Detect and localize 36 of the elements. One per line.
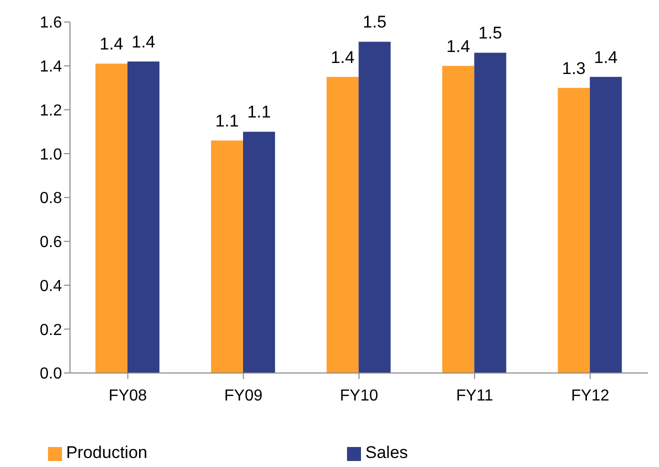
bar xyxy=(590,76,622,373)
bar xyxy=(127,61,160,373)
bar xyxy=(326,76,359,373)
data-label: 1.4 xyxy=(132,32,156,52)
x-tick-label: FY10 xyxy=(340,387,378,404)
data-label: 1.4 xyxy=(446,36,470,56)
x-tick-label: FY09 xyxy=(224,387,263,404)
data-label: 1.5 xyxy=(362,12,386,32)
legend-label: Sales xyxy=(365,443,408,462)
y-tick-label: 1.4 xyxy=(40,58,62,76)
x-tick-label: FY08 xyxy=(108,387,148,404)
bar xyxy=(558,88,590,373)
data-label: 1.4 xyxy=(100,34,124,54)
x-tick-label: FY12 xyxy=(571,387,610,404)
y-tick-label: 1.0 xyxy=(40,146,62,164)
legend-label: Production xyxy=(66,443,148,462)
bar xyxy=(211,140,244,373)
data-label: 1.4 xyxy=(594,48,618,67)
y-tick-label: 0.0 xyxy=(40,366,62,383)
bar xyxy=(358,42,391,373)
data-label: 1.4 xyxy=(330,48,354,67)
data-label: 1.3 xyxy=(562,58,586,78)
y-tick-label: 0.4 xyxy=(40,278,62,295)
y-tick-label: 0.6 xyxy=(40,234,62,252)
bar xyxy=(442,66,474,373)
data-label: 1.5 xyxy=(478,24,502,43)
y-tick-label: 1.6 xyxy=(40,14,62,32)
x-tick-label: FY11 xyxy=(456,387,494,404)
data-label: 1.1 xyxy=(215,111,239,130)
y-tick-label: 0.2 xyxy=(40,322,62,339)
y-tick-label: 0.8 xyxy=(40,190,62,208)
y-tick-label: 1.2 xyxy=(40,102,62,120)
data-label: 1.1 xyxy=(247,102,271,122)
bar xyxy=(474,52,506,373)
bar xyxy=(243,132,276,373)
bar xyxy=(95,64,128,373)
